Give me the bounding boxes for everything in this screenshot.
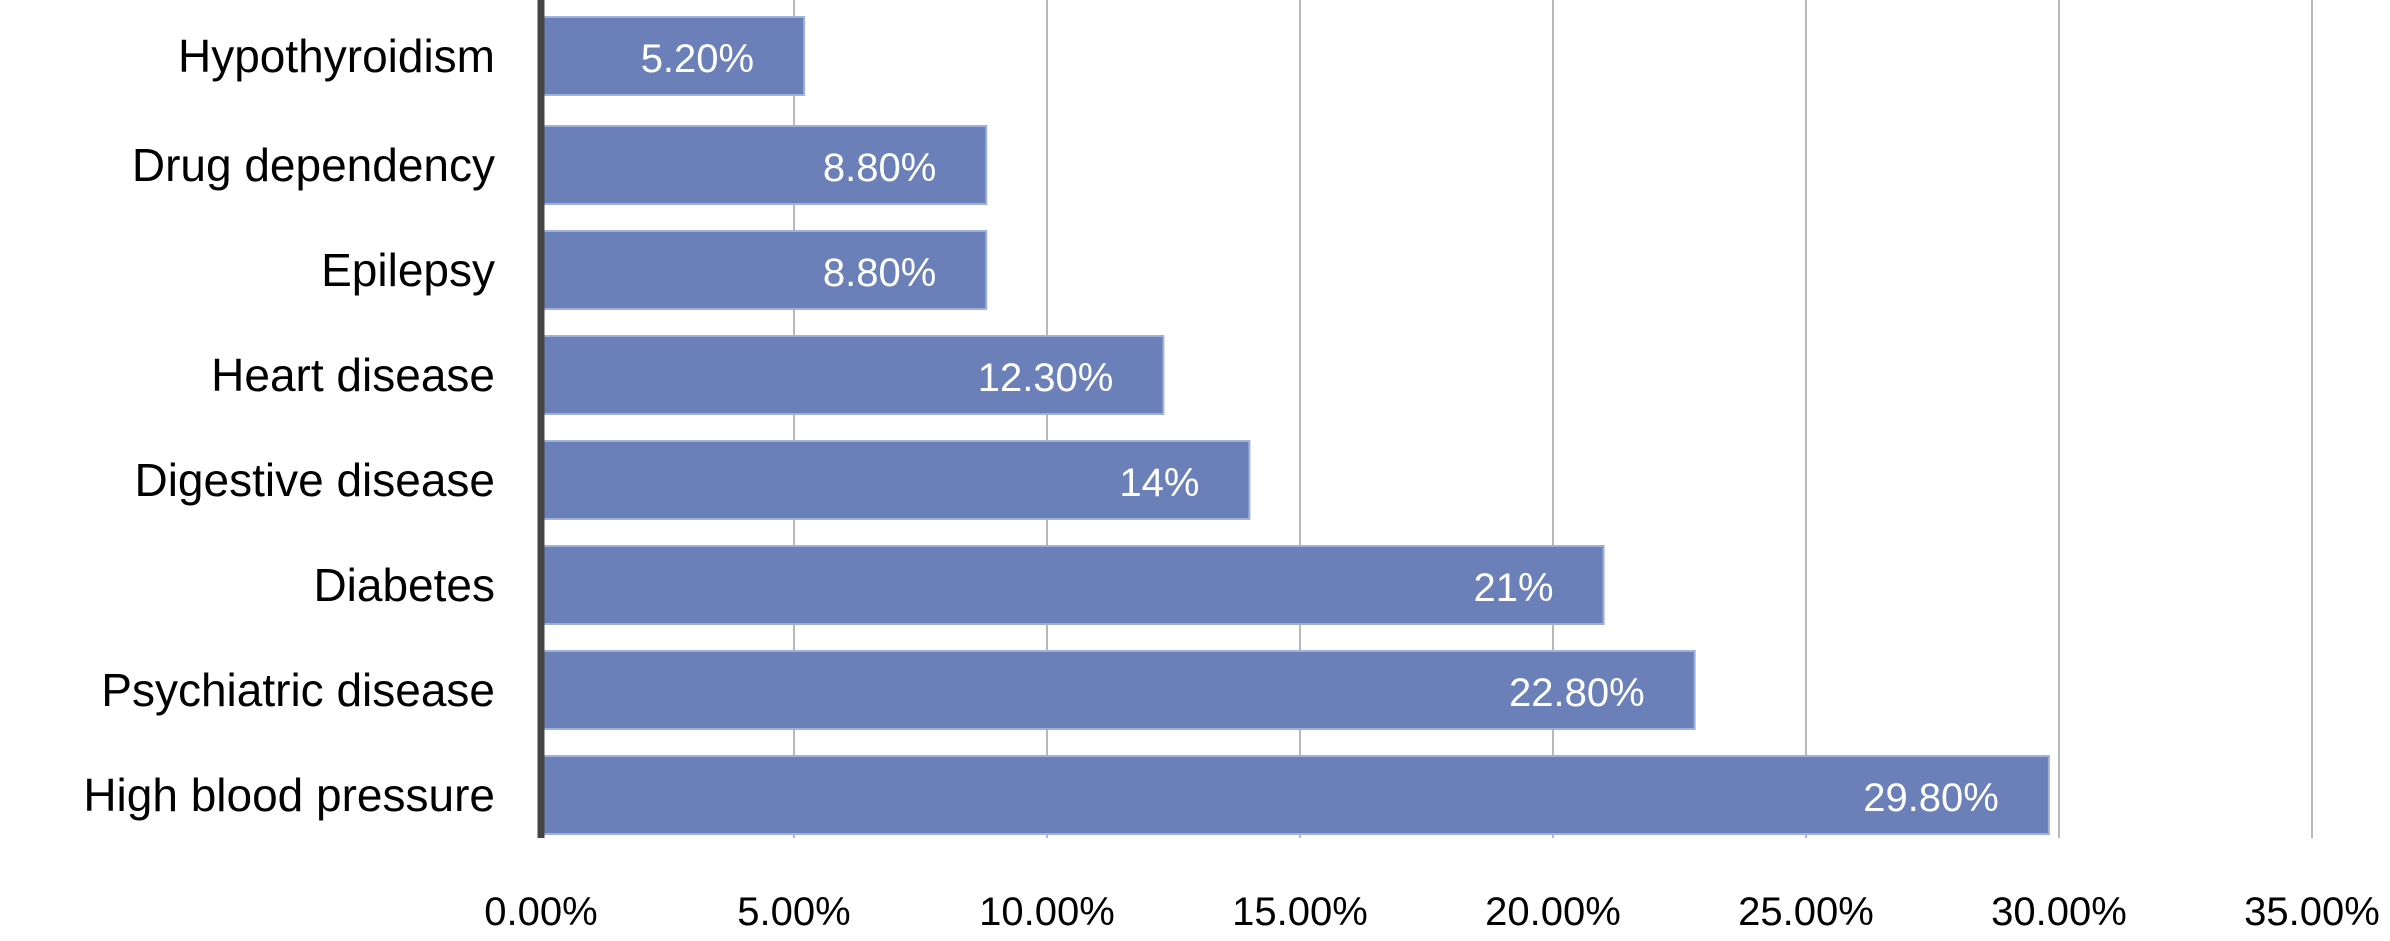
bar [540,755,2050,835]
category-label: Psychiatric disease [101,664,495,716]
x-tick-label: 35.00% [2244,890,2380,934]
bar [540,545,1605,625]
bar [540,125,988,205]
data-label: 14% [1119,461,1199,505]
x-tick-label: 20.00% [1485,890,1621,934]
x-tick-label: 5.00% [737,890,850,934]
x-tick-label: 10.00% [979,890,1115,934]
category-label: Hypothyroidism [178,30,495,82]
category-label: Heart disease [211,349,495,401]
data-label: 21% [1474,566,1554,610]
data-label: 12.30% [978,356,1114,400]
data-label: 29.80% [1863,776,1999,820]
category-label: Epilepsy [321,244,495,296]
data-label: 8.80% [823,146,936,190]
bar [540,230,988,310]
x-tick-label: 15.00% [1232,890,1368,934]
category-label: Diabetes [313,559,495,611]
x-tick-label: 30.00% [1991,890,2127,934]
x-tick-label: 25.00% [1738,890,1874,934]
category-label: High blood pressure [83,769,495,821]
bar [540,440,1251,520]
data-label: 22.80% [1509,671,1645,715]
category-label: Drug dependency [132,139,495,191]
bar [540,650,1696,730]
category-label: Digestive disease [134,454,495,506]
data-label: 5.20% [641,37,754,81]
data-label: 8.80% [823,251,936,295]
x-tick-label: 0.00% [484,890,597,934]
